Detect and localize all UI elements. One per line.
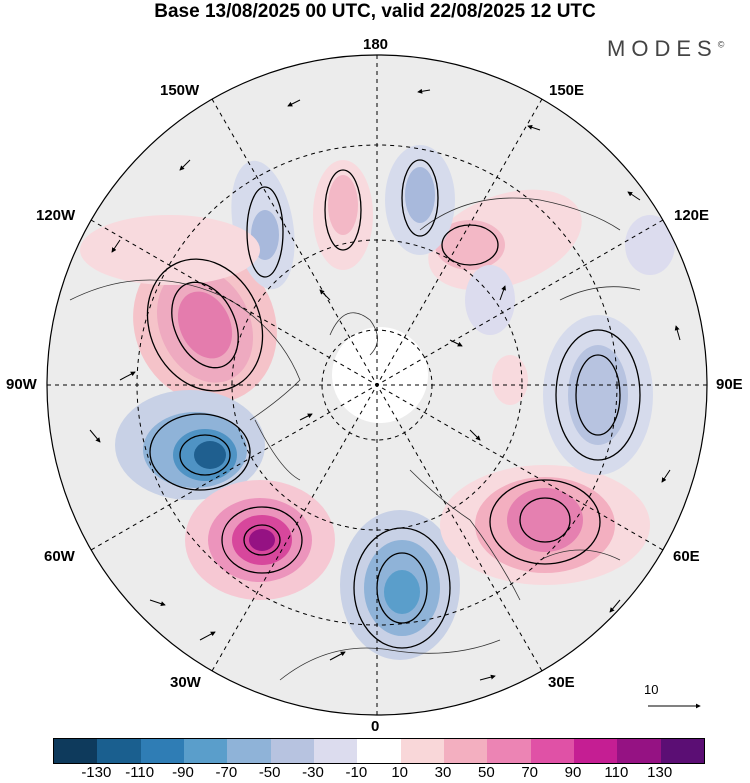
- lon-label-90w: 90W: [6, 376, 37, 393]
- colorbar-swatch: [183, 739, 228, 763]
- colorbar-swatch: [487, 739, 531, 763]
- colorbar-swatch: [573, 739, 618, 763]
- lon-label-30e: 30E: [548, 674, 575, 691]
- colorbar-tick-label: -70: [215, 764, 238, 781]
- lon-label-0: 0: [371, 718, 380, 735]
- colorbar-tick-label: -50: [258, 764, 281, 781]
- colorbar-tick-label: 50: [477, 764, 495, 781]
- chart-title: Base 13/08/2025 00 UTC, valid 22/08/2025…: [154, 1, 596, 22]
- colorbar-tick-label: -110: [125, 764, 155, 781]
- colorbar-tick-label: 90: [564, 764, 582, 781]
- colorbar-swatch: [357, 739, 401, 763]
- lon-label-180: 180: [363, 36, 389, 53]
- coastlines: [69, 197, 641, 681]
- colorbar-swatch: [313, 739, 358, 763]
- colorbar-tick-label: -10: [345, 764, 368, 781]
- colorbar-swatch: [227, 739, 271, 763]
- colorbar-swatch: [617, 739, 661, 763]
- wind-vectors: [89, 88, 681, 681]
- colorbar-tick-label: 110: [604, 764, 629, 781]
- brand-mark: ©: [717, 39, 725, 50]
- streamlines: [146, 159, 641, 649]
- lon-label-120w: 120W: [36, 207, 76, 224]
- map-boundary: [46, 54, 708, 716]
- reference-vector-label: 10: [644, 682, 659, 697]
- lon-label-30w: 30W: [170, 674, 201, 691]
- colorbar-tick-label: 30: [434, 764, 452, 781]
- colorbar-swatch: [54, 739, 98, 763]
- colorbar-swatch: [443, 739, 488, 763]
- colorbar-swatch: [97, 739, 141, 763]
- lon-label-120e: 120E: [674, 207, 710, 224]
- lon-label-60e: 60E: [673, 548, 700, 565]
- polar-map: [46, 54, 708, 716]
- colorbar-tick-label: 130: [647, 764, 673, 781]
- lon-label-150e: 150E: [549, 82, 585, 99]
- colorbar-tick-label: 10: [391, 764, 408, 781]
- colorbar-swatch: [660, 739, 704, 763]
- colorbar-tick-label: 70: [521, 764, 538, 781]
- colorbar: [53, 738, 705, 764]
- colorbar-swatch: [270, 739, 314, 763]
- colorbar-swatch: [400, 739, 444, 763]
- lon-label-60w: 60W: [44, 548, 75, 565]
- colorbar-tick-label: -130: [81, 764, 112, 781]
- colorbar-tick-label: -30: [302, 764, 324, 781]
- colorbar-swatch: [140, 739, 184, 763]
- graticule: [47, 55, 707, 715]
- brand-logo: MODES©: [607, 36, 724, 62]
- colorbar-tick-label: -90: [172, 764, 194, 781]
- lon-label-90e: 90E: [716, 376, 743, 393]
- colorbar-swatch: [530, 739, 574, 763]
- colorbar-ticks: -130 -110 -90 -70 -50 -30 -10 10 30 50 70 90 110 130: [0, 764, 750, 782]
- lon-label-150w: 150W: [160, 82, 200, 99]
- brand-name: MODES: [607, 36, 718, 61]
